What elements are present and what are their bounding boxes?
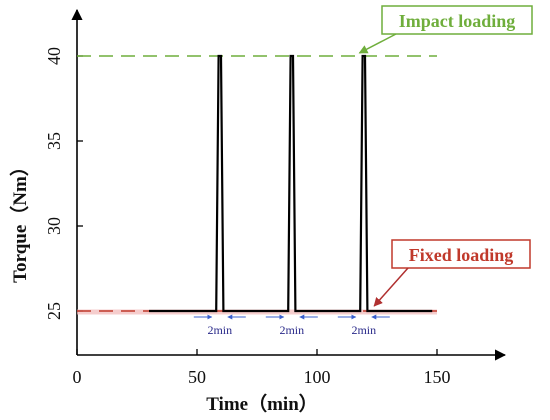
y-tick-label-30: 30 bbox=[44, 217, 64, 235]
gap-label-0: 2min bbox=[207, 323, 232, 337]
reference-lines bbox=[77, 55, 437, 315]
torque-series-line-0 bbox=[149, 54, 433, 313]
y-tick-label-35: 35 bbox=[44, 132, 64, 150]
fixed-loading-box bbox=[391, 239, 531, 269]
gap-label-1: 2min bbox=[279, 323, 304, 337]
fixed-loading-pointer bbox=[373, 267, 409, 307]
gap-annotations: 2min 2min 2min bbox=[193, 314, 390, 337]
y-axis-title: Torque（Nm） bbox=[8, 157, 31, 283]
impact-loading-annotation: Impact loading bbox=[358, 5, 533, 54]
x-tick-label-0: 0 bbox=[73, 367, 82, 387]
x-tick-label-100: 100 bbox=[304, 367, 331, 387]
impact-loading-pointer bbox=[358, 33, 397, 54]
fixed-loading-label: Fixed loading bbox=[409, 245, 514, 265]
impact-loading-label: Impact loading bbox=[399, 11, 516, 31]
impact-loading-box bbox=[381, 5, 533, 35]
ticks-group: 0 50 100 150 25 30 35 40 bbox=[44, 47, 451, 387]
fixed-loading-annotation: Fixed loading bbox=[373, 239, 531, 307]
x-tick-label-50: 50 bbox=[188, 367, 206, 387]
x-tick-label-150: 150 bbox=[424, 367, 451, 387]
y-tick-label-40: 40 bbox=[44, 47, 64, 65]
x-axis-title: Time（min） bbox=[206, 392, 318, 415]
gap-label-2: 2min bbox=[351, 323, 376, 337]
y-tick-label-25: 25 bbox=[44, 302, 64, 320]
series-group bbox=[149, 54, 433, 313]
